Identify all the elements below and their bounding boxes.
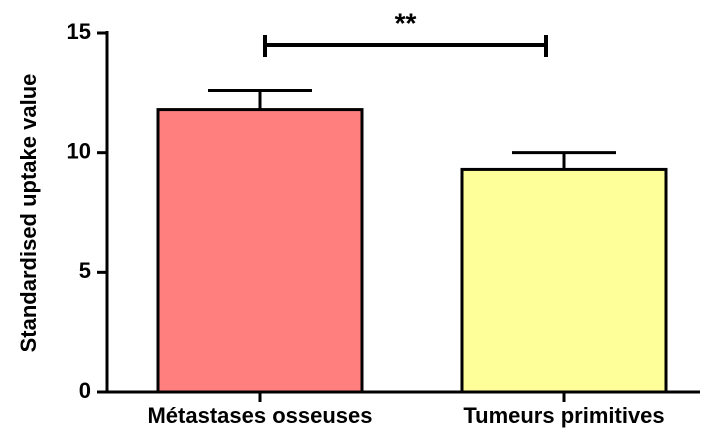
y-axis-label: Standardised uptake value [16,74,41,353]
y-tick-label: 5 [79,258,91,283]
y-tick-label: 0 [79,378,91,403]
significance-label: ** [395,7,417,38]
y-tick-label: 10 [67,138,91,163]
bar [156,108,364,394]
y-tick-label: 15 [67,19,91,44]
bar [460,167,668,394]
x-tick-label: Métastases osseuses [147,403,372,428]
x-tick-label: Tumeurs primitives [463,403,664,428]
